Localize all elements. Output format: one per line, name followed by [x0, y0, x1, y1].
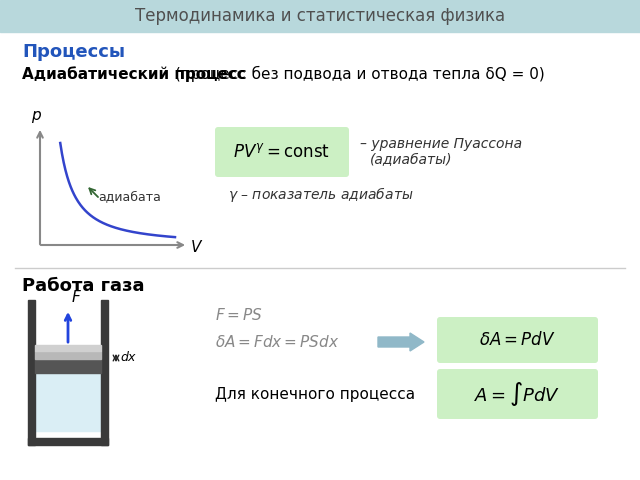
FancyBboxPatch shape — [437, 317, 598, 363]
Text: $A = \int PdV$: $A = \int PdV$ — [474, 380, 561, 408]
FancyArrow shape — [378, 333, 424, 351]
Text: Для конечного процесса: Для конечного процесса — [215, 387, 415, 403]
Bar — [28, 300, 35, 445]
Bar — [28, 438, 108, 445]
Bar — [0, 0, 640, 32]
Text: адиабата: адиабата — [98, 191, 161, 204]
Text: $p$: $p$ — [31, 109, 42, 125]
FancyBboxPatch shape — [437, 369, 598, 419]
Text: $F$: $F$ — [71, 289, 82, 305]
Bar — [35, 359, 101, 373]
Text: Адиабатический процесс: Адиабатический процесс — [22, 66, 246, 82]
Bar — [35, 351, 101, 359]
Text: (процесс без подвода и отвода тепла δQ = 0): (процесс без подвода и отвода тепла δQ =… — [170, 66, 545, 82]
Text: $dx$: $dx$ — [120, 350, 138, 364]
Text: $\delta A = PdV$: $\delta A = PdV$ — [479, 331, 556, 349]
Text: $\gamma$ – показатель адиабаты: $\gamma$ – показатель адиабаты — [228, 184, 413, 204]
Bar — [101, 300, 108, 445]
Text: $F = PS$: $F = PS$ — [215, 307, 263, 323]
Text: $PV^{\gamma} = \mathrm{const}$: $PV^{\gamma} = \mathrm{const}$ — [234, 143, 330, 161]
Text: Процессы: Процессы — [22, 43, 125, 61]
Text: $V$: $V$ — [190, 239, 204, 255]
Text: Термодинамика и статистическая физика: Термодинамика и статистическая физика — [135, 7, 505, 25]
Text: $\delta A = Fdx = PSdx$: $\delta A = Fdx = PSdx$ — [215, 334, 339, 350]
FancyBboxPatch shape — [215, 127, 349, 177]
Bar — [35, 373, 101, 431]
Bar — [35, 345, 101, 351]
Text: Работа газа: Работа газа — [22, 277, 145, 295]
Text: – уравнение Пуассона: – уравнение Пуассона — [360, 137, 522, 151]
Text: (адиабаты): (адиабаты) — [370, 153, 452, 167]
